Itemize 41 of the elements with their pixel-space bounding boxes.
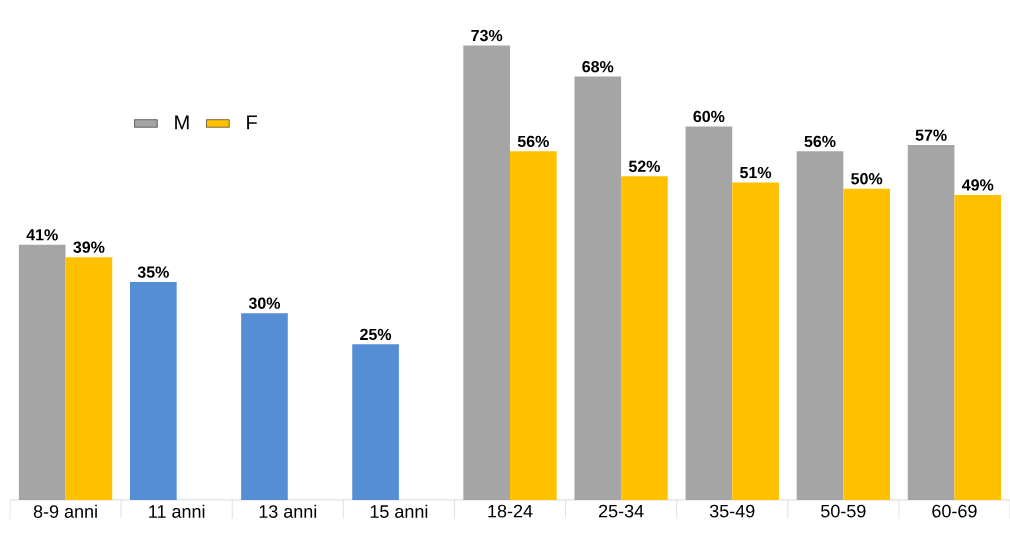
bar — [574, 76, 622, 500]
bar — [685, 126, 733, 500]
data-label: 39% — [73, 241, 105, 253]
data-label: 60% — [693, 110, 725, 123]
x-tick-label: 15 anni — [370, 504, 428, 518]
data-label: 49% — [962, 179, 994, 191]
data-label: 56% — [517, 135, 549, 148]
legend-label: F — [247, 115, 257, 130]
bar — [907, 145, 955, 500]
x-tick-label: 60-69 — [932, 504, 977, 518]
x-tick-label: 8-9 anni — [33, 504, 97, 518]
legend-label: M — [175, 115, 189, 130]
bar — [510, 151, 557, 500]
bar — [843, 188, 890, 500]
data-label: 57% — [915, 129, 947, 141]
data-label: 56% — [804, 135, 836, 148]
x-tick-label: 13 anni — [259, 504, 317, 518]
bar — [796, 151, 844, 500]
data-label: 35% — [137, 266, 169, 278]
bar — [18, 244, 66, 500]
data-label: 68% — [582, 60, 614, 73]
data-label: 41% — [26, 229, 58, 241]
bar — [463, 45, 510, 500]
bar — [352, 344, 399, 500]
x-tick-label: 50-59 — [821, 504, 866, 518]
data-label: 73% — [471, 29, 503, 42]
bar — [954, 194, 1002, 500]
data-label: 51% — [740, 166, 772, 179]
data-label: 25% — [360, 328, 392, 341]
x-tick-label: 11 anni — [149, 504, 205, 518]
x-tick-label: 25-34 — [598, 504, 644, 518]
data-label: 52% — [628, 160, 661, 172]
bar — [241, 313, 288, 500]
data-label: 50% — [851, 173, 883, 185]
x-tick-label: 35-49 — [709, 504, 755, 518]
bar — [621, 176, 668, 500]
bar — [65, 257, 113, 500]
bar — [130, 282, 177, 500]
data-label: 30% — [248, 297, 281, 309]
bar — [732, 182, 779, 500]
x-tick-label: 18-24 — [488, 504, 533, 518]
